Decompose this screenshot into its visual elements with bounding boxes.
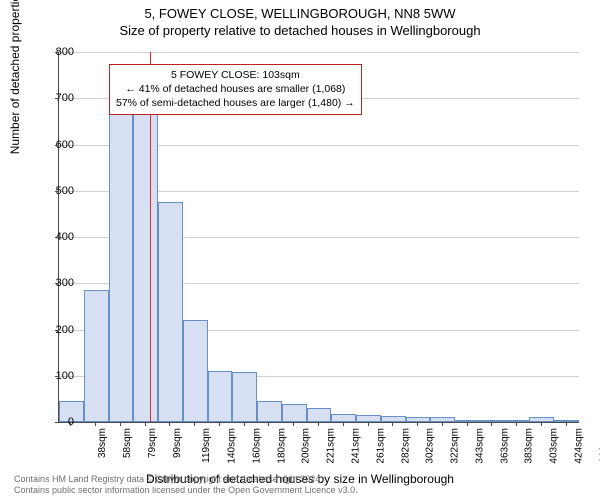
histogram-bar	[282, 404, 307, 422]
histogram-bar	[257, 401, 282, 422]
x-tick-mark	[566, 422, 567, 426]
y-tick-mark	[55, 376, 59, 377]
x-tick-label: 302sqm	[425, 428, 436, 464]
y-tick-mark	[55, 330, 59, 331]
attribution-text: Contains HM Land Registry data © Crown c…	[14, 474, 358, 496]
x-tick-mark	[318, 422, 319, 426]
histogram-bar	[331, 414, 356, 422]
histogram-bar	[158, 202, 183, 422]
histogram-bar	[232, 372, 257, 422]
y-tick-label: 0	[34, 416, 74, 428]
callout-box: 5 FOWEY CLOSE: 103sqm← 41% of detached h…	[109, 64, 362, 115]
x-tick-mark	[219, 422, 220, 426]
y-tick-mark	[55, 422, 59, 423]
histogram-bar	[430, 417, 455, 422]
x-tick-mark	[70, 422, 71, 426]
x-tick-label: 282sqm	[400, 428, 411, 464]
x-tick-label: 160sqm	[252, 428, 263, 464]
x-tick-label: 79sqm	[147, 428, 158, 458]
x-tick-mark	[169, 422, 170, 426]
x-tick-mark	[392, 422, 393, 426]
y-tick-label: 800	[34, 46, 74, 58]
y-tick-label: 200	[34, 324, 74, 336]
x-tick-label: 241sqm	[351, 428, 362, 464]
y-tick-mark	[55, 283, 59, 284]
x-tick-mark	[417, 422, 418, 426]
x-tick-mark	[293, 422, 294, 426]
y-tick-mark	[55, 191, 59, 192]
x-tick-label: 200sqm	[301, 428, 312, 464]
x-tick-mark	[120, 422, 121, 426]
x-tick-mark	[145, 422, 146, 426]
histogram-bar	[183, 320, 208, 422]
x-tick-label: 119sqm	[201, 428, 212, 463]
x-tick-label: 221sqm	[326, 428, 337, 464]
histogram-bar	[307, 408, 332, 422]
y-tick-mark	[55, 98, 59, 99]
x-tick-mark	[244, 422, 245, 426]
y-tick-label: 300	[34, 277, 74, 289]
attribution-line-1: Contains HM Land Registry data © Crown c…	[14, 474, 358, 485]
chart-subtitle: Size of property relative to detached ho…	[0, 21, 600, 38]
x-tick-label: 38sqm	[97, 428, 108, 458]
x-tick-label: 363sqm	[499, 428, 510, 464]
histogram-bar	[529, 417, 554, 422]
x-tick-label: 140sqm	[227, 428, 238, 464]
x-tick-mark	[368, 422, 369, 426]
x-tick-label: 343sqm	[474, 428, 485, 464]
x-tick-mark	[516, 422, 517, 426]
x-tick-label: 383sqm	[524, 428, 535, 464]
y-tick-label: 400	[34, 231, 74, 243]
x-tick-label: 322sqm	[450, 428, 461, 464]
x-tick-mark	[491, 422, 492, 426]
x-tick-label: 180sqm	[276, 428, 287, 464]
histogram-bar	[455, 420, 480, 422]
x-tick-label: 403sqm	[549, 428, 560, 464]
x-tick-mark	[194, 422, 195, 426]
x-tick-mark	[541, 422, 542, 426]
attribution-line-2: Contains public sector information licen…	[14, 485, 358, 496]
y-tick-mark	[55, 52, 59, 53]
x-tick-mark	[95, 422, 96, 426]
y-tick-label: 600	[34, 139, 74, 151]
chart-title: 5, FOWEY CLOSE, WELLINGBOROUGH, NN8 5WW	[0, 0, 600, 21]
x-tick-label: 424sqm	[573, 428, 584, 464]
x-tick-mark	[268, 422, 269, 426]
y-tick-label: 100	[34, 370, 74, 382]
callout-line-1: 5 FOWEY CLOSE: 103sqm	[116, 68, 355, 82]
x-tick-mark	[343, 422, 344, 426]
callout-line-3: 57% of semi-detached houses are larger (…	[116, 96, 355, 110]
histogram-bar	[133, 108, 158, 423]
chart-container: 5, FOWEY CLOSE, WELLINGBOROUGH, NN8 5WW …	[0, 0, 600, 500]
plot-area: 5 FOWEY CLOSE: 103sqm← 41% of detached h…	[58, 52, 579, 423]
y-tick-mark	[55, 145, 59, 146]
histogram-bar	[84, 290, 109, 422]
histogram-bar	[208, 371, 233, 422]
callout-line-2: ← 41% of detached houses are smaller (1,…	[116, 82, 355, 96]
histogram-bar	[356, 415, 381, 422]
y-axis-label: Number of detached properties	[8, 0, 22, 154]
y-tick-label: 500	[34, 185, 74, 197]
x-tick-label: 58sqm	[122, 428, 133, 458]
x-tick-mark	[467, 422, 468, 426]
x-tick-mark	[442, 422, 443, 426]
y-tick-mark	[55, 237, 59, 238]
y-tick-label: 700	[34, 92, 74, 104]
gridline	[59, 52, 579, 53]
histogram-bar	[554, 420, 579, 422]
x-tick-label: 261sqm	[375, 428, 386, 464]
histogram-bar	[109, 112, 134, 422]
x-tick-label: 99sqm	[172, 428, 183, 458]
